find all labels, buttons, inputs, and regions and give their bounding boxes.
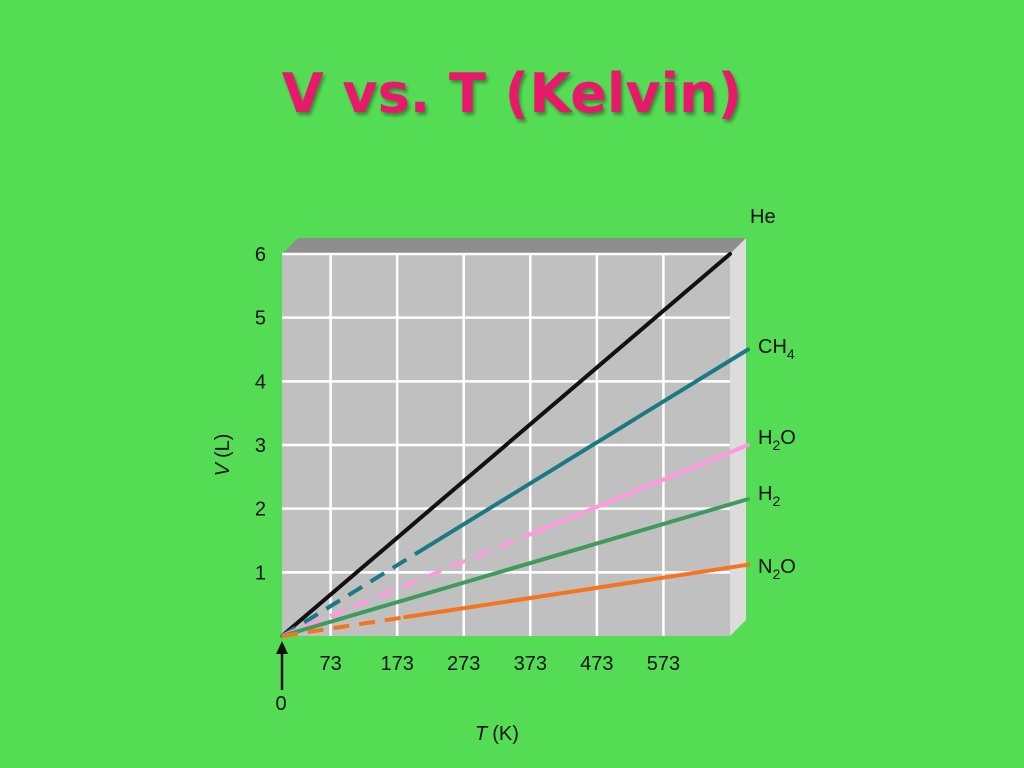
series-measured-segment — [419, 347, 750, 553]
plot-side-face — [730, 238, 746, 636]
x-tick-label: 173 — [380, 653, 413, 675]
legend-label-he: He — [750, 206, 776, 228]
series-line-h2o — [281, 443, 750, 638]
series-line-he — [280, 252, 732, 638]
up-arrow-head — [276, 641, 288, 654]
x-axis-label: T (K) — [475, 723, 519, 745]
y-tick-label: 5 — [255, 308, 266, 330]
legend-label-ch4: CH4 — [758, 336, 795, 362]
x-axis-unit: (K) — [492, 723, 519, 745]
y-axis-label: V (L) — [212, 434, 234, 477]
series-measured-segment — [528, 443, 750, 537]
x-tick-label: 273 — [447, 653, 480, 675]
series-extrapolated-segment — [281, 615, 406, 638]
series-measured-segment — [403, 562, 750, 620]
series-extrapolated-segment — [280, 548, 423, 638]
y-tick-label: 1 — [255, 562, 266, 584]
series-line-n2o — [281, 562, 750, 638]
x-tick-label: 373 — [514, 653, 547, 675]
series-labels: He CH4 H2O H2 N2O — [750, 206, 796, 582]
y-axis-var: V — [212, 461, 234, 476]
y-tick-label: 3 — [255, 435, 266, 457]
plot-top-face — [282, 238, 746, 254]
series-extrapolated-segment — [281, 532, 532, 638]
legend-label-n2o: N2O — [758, 556, 796, 582]
y-tick-labels: 1 2 3 4 5 6 — [255, 244, 266, 584]
x-tick-label: 473 — [580, 653, 613, 675]
series-line-ch4 — [280, 347, 750, 638]
y-tick-label: 4 — [255, 371, 266, 393]
series-line-h2 — [280, 497, 750, 638]
x-tick-label: 73 — [319, 653, 341, 675]
x-tick-label: 573 — [647, 653, 680, 675]
series-lines — [280, 252, 750, 638]
x-tick-labels: 73 173 273 373 473 573 — [319, 653, 680, 675]
slide-title: V vs. T (Kelvin) — [281, 62, 743, 125]
y-axis-unit: (L) — [212, 434, 234, 458]
origin-marker: 0 — [275, 641, 288, 715]
y-tick-label: 2 — [255, 499, 266, 521]
x-axis-var: T — [475, 723, 489, 745]
series-measured-segment — [280, 497, 750, 638]
series-measured-segment — [280, 252, 732, 638]
legend-label-h2: H2 — [758, 483, 780, 509]
gridlines — [282, 252, 730, 636]
x-origin-label: 0 — [275, 693, 286, 715]
legend-label-h2o: H2O — [758, 427, 796, 453]
y-tick-label: 6 — [255, 244, 266, 266]
